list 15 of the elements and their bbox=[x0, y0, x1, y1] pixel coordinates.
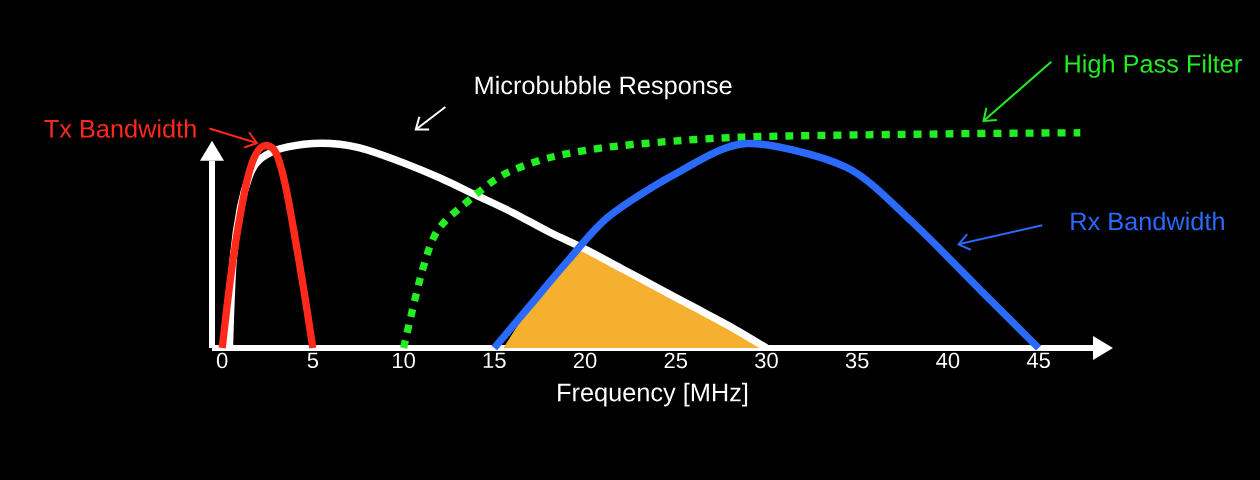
x-tick-label: 20 bbox=[573, 352, 597, 369]
text: High Pass Filter bbox=[1065, 54, 1242, 78]
x-axis-title: Frequency [MHz] bbox=[558, 382, 748, 407]
x-tick-label: 45 bbox=[1026, 352, 1050, 369]
legend-label: Rx Bandwidth bbox=[1071, 211, 1224, 231]
x-tick-label: 40 bbox=[936, 352, 960, 369]
x-tick-label: 5 bbox=[307, 352, 319, 369]
text: Microbubble Response bbox=[475, 75, 732, 100]
x-tick-label: 15 bbox=[483, 352, 506, 369]
x-tick-label: 0 bbox=[216, 352, 228, 369]
x-tick-label: 35 bbox=[845, 352, 869, 369]
x-tick-label: 25 bbox=[664, 352, 688, 369]
text: Tx Bandwidth bbox=[44, 119, 196, 138]
x-tick-label: 30 bbox=[755, 352, 778, 369]
x-tick-label: 10 bbox=[393, 352, 415, 369]
